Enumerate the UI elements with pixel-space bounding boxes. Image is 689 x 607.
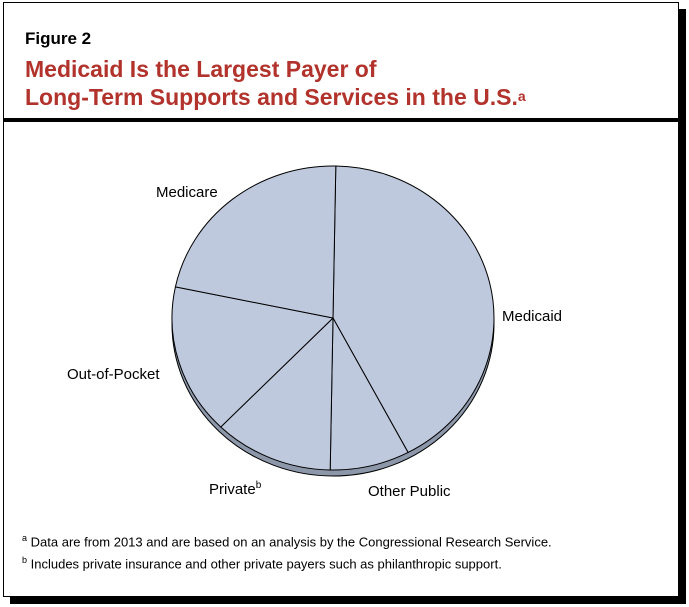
slice-label-out-of-pocket: Out-of-Pocket: [67, 366, 160, 383]
figure-frame: Figure 2 Medicaid Is the Largest Payer o…: [3, 2, 679, 597]
pie-slice-private: [220, 316, 334, 471]
pie-slice-medicare: [174, 165, 337, 319]
slice-label-private: Privateb: [209, 480, 261, 498]
footnote-marker: a: [22, 533, 28, 543]
slice-label-medicare: Medicare: [156, 184, 218, 201]
footnote-b: b Includes private insurance and other p…: [22, 555, 502, 571]
slice-label-medicaid: Medicaid: [502, 308, 563, 325]
figure-label: Figure 2: [25, 29, 92, 48]
divider: [4, 118, 678, 122]
footnote-a: a Data are from 2013 and are based on an…: [22, 533, 552, 549]
title-footnote-marker: a: [517, 88, 526, 104]
chart-title: Medicaid Is the Largest Payer of Long-Ter…: [25, 55, 526, 111]
footnote-text: Includes private insurance and other pri…: [30, 556, 502, 572]
title-line-1: Medicaid Is the Largest Payer of: [25, 56, 377, 82]
pie-slice-out-of-pocket: [171, 286, 335, 428]
title-line-2: Long-Term Supports and Services in the U…: [25, 84, 518, 110]
slice-label-other-public: Other Public: [368, 483, 451, 500]
private-footnote-marker: b: [255, 480, 262, 491]
private-label-text: Private: [209, 481, 256, 498]
pie-slice-medicaid: [332, 165, 495, 454]
footnote-text: Data are from 2013 and are based on an a…: [30, 534, 552, 550]
footnote-marker: b: [22, 555, 28, 565]
